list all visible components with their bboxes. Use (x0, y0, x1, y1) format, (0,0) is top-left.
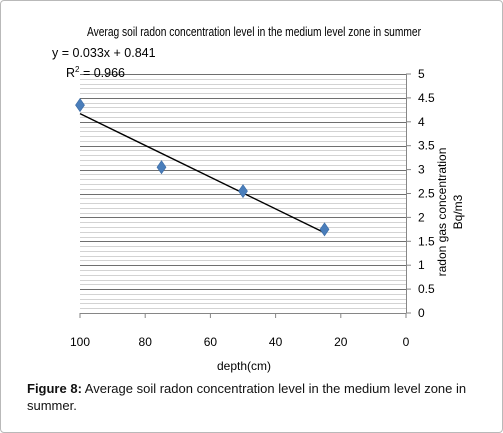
figure-caption: Figure 8: Average soil radon concentrati… (27, 380, 487, 414)
x-tick-label: 100 (70, 335, 90, 349)
y-axis-title-line1: radon gas concentration (435, 148, 449, 277)
data-point (156, 160, 167, 175)
y-axis-ticks: 0 0.5 1 1.5 2 2.5 3 3.5 4 4.5 5 (406, 67, 435, 320)
caption-text: Average soil radon concentration level i… (27, 381, 467, 413)
x-axis-ticks: 100 80 60 40 20 0 (70, 313, 410, 349)
data-points (75, 98, 330, 237)
y-axis-title-line2: Bq/m3 (451, 194, 465, 229)
trendline-equation: y = 0.033x + 0.841 (52, 46, 156, 60)
data-point (238, 184, 248, 199)
chart-title: Averag soil radon concentration level in… (87, 24, 422, 39)
y-tick-label: 5 (418, 67, 425, 81)
y-tick-label: 1.5 (418, 234, 435, 248)
x-tick-label: 20 (334, 335, 348, 349)
chart: 100 80 60 40 20 0 0 0.5 1 1.5 2 2.5 3 3.5 4 4.5 5 Avera… (52, 24, 465, 373)
data-point (75, 98, 85, 113)
x-tick-label: 60 (204, 335, 218, 349)
y-tick-label: 0.5 (418, 282, 435, 296)
y-tick-label: 4 (418, 115, 425, 129)
y-tick-label: 3 (418, 163, 425, 177)
x-axis-title: depth(cm) (217, 359, 271, 373)
trendline-r-squared: R2 = 0.966 (66, 65, 125, 80)
x-tick-label: 80 (139, 335, 153, 349)
y-tick-label: 3.5 (418, 139, 435, 153)
y-tick-label: 1 (418, 258, 425, 272)
y-tick-label: 0 (418, 306, 425, 320)
x-tick-label: 0 (403, 335, 410, 349)
trendline-layer (79, 113, 325, 234)
y-tick-label: 2 (418, 210, 425, 224)
caption-label: Figure 8: (27, 381, 82, 396)
data-point (319, 222, 330, 237)
trendline (79, 113, 325, 234)
x-tick-label: 40 (269, 335, 283, 349)
y-tick-label: 4.5 (418, 91, 435, 105)
y-tick-label: 2.5 (418, 187, 435, 201)
